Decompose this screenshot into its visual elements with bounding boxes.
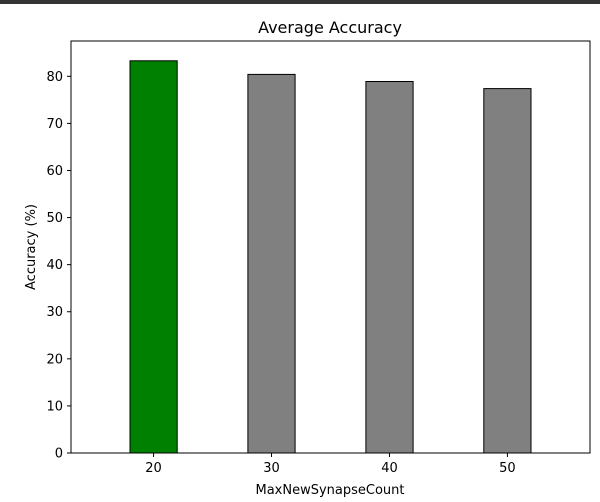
bar-50	[483, 88, 532, 454]
y-axis-label: Accuracy (%)	[24, 204, 39, 290]
bar-40	[365, 81, 414, 454]
x-axis-label: MaxNewSynapseCount	[255, 483, 404, 498]
y-tick-label: 10	[46, 399, 63, 414]
y-tick-label: 40	[46, 258, 63, 273]
x-tick-label: 20	[145, 461, 162, 476]
x-tick-label: 40	[381, 461, 398, 476]
y-tick-label: 0	[55, 447, 63, 462]
window-top-bar	[0, 0, 600, 4]
y-tick-label: 30	[46, 305, 63, 320]
bar-20	[129, 60, 178, 454]
y-axis: 0 10 20 30 40 50 60 70 80	[46, 70, 71, 462]
x-axis: 20 30 40 50	[145, 453, 516, 476]
y-tick-label: 60	[46, 164, 63, 179]
y-tick-label: 70	[46, 117, 63, 132]
y-tick-label: 50	[46, 211, 63, 226]
x-tick-label: 50	[499, 461, 516, 476]
bar-30	[247, 73, 296, 454]
bars-group	[129, 60, 532, 454]
y-tick-label: 80	[46, 70, 63, 85]
x-tick-label: 30	[263, 461, 280, 476]
y-tick-label: 20	[46, 352, 63, 367]
chart-title: Average Accuracy	[258, 18, 402, 37]
